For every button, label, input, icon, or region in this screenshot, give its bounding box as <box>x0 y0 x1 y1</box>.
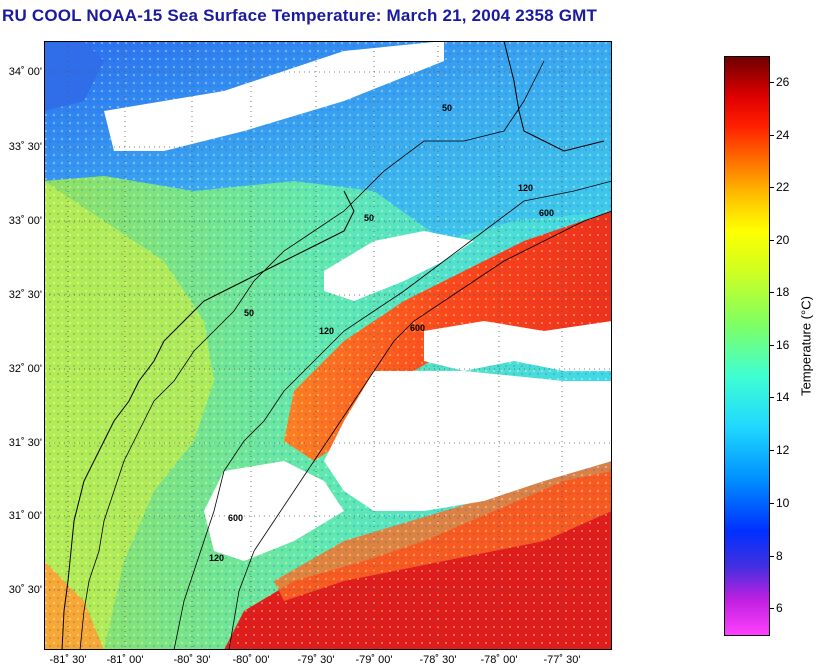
colorbar-tick-14: 14 <box>776 390 790 404</box>
lat-label-30-30: 30˚ 30' <box>8 584 42 596</box>
lat-label-32-30: 32˚ 30' <box>8 289 42 301</box>
lon-label-80-00: -80˚ 00' <box>232 654 270 666</box>
colorbar-tickmark-16 <box>770 345 774 346</box>
colorbar-tick-24: 24 <box>776 128 790 142</box>
cloud-mid <box>324 371 612 511</box>
isobath-label-600-c: 600 <box>228 513 243 523</box>
page-title: RU COOL NOAA-15 Sea Surface Temperature:… <box>2 6 598 25</box>
lat-label-33-00: 33˚ 00' <box>8 215 42 227</box>
lon-label-81-30: -81˚ 30' <box>49 654 87 666</box>
lon-label-77-30: -77˚ 30' <box>543 654 581 666</box>
lat-label-31-30: 31˚ 30' <box>8 437 42 449</box>
isobath-label-120-b: 120 <box>319 326 334 336</box>
colorbar-tick-6: 6 <box>776 601 783 615</box>
colorbar-tickmark-26 <box>770 82 774 83</box>
isobath-label-50-c: 50 <box>244 308 254 318</box>
colorbar-tick-10: 10 <box>776 496 790 510</box>
map-border <box>44 41 612 650</box>
lat-label-33-30: 33˚ 30' <box>8 141 42 153</box>
isobath-label-600-b: 600 <box>410 323 425 333</box>
colorbar-tickmark-20 <box>770 240 774 241</box>
colorbar-tick-22: 22 <box>776 180 790 194</box>
colorbar-tick-20: 20 <box>776 233 790 247</box>
colorbar-gradient <box>725 57 769 635</box>
colorbar-tickmark-14 <box>770 397 774 398</box>
cloud-center <box>324 231 474 301</box>
isobath-600 <box>228 210 612 650</box>
colorbar-tickmark-24 <box>770 135 774 136</box>
colorbar-tickmark-12 <box>770 450 774 451</box>
isobath-label-120-a: 120 <box>518 183 533 193</box>
colorbar-tickmark-8 <box>770 556 774 557</box>
lon-label-78-00: -78˚ 00' <box>480 654 518 666</box>
isobath-120 <box>173 180 612 650</box>
lon-label-78-30: -78˚ 30' <box>419 654 457 666</box>
lat-label-32-00: 32˚ 00' <box>8 363 42 375</box>
lon-label-81-00: -81˚ 00' <box>106 654 144 666</box>
colorbar-tick-8: 8 <box>776 549 783 563</box>
colorbar-tickmark-6 <box>770 608 774 609</box>
colorbar-title: Temperature (°C) <box>798 296 814 396</box>
cloud-south <box>204 461 344 561</box>
cloud-band-east <box>424 321 612 371</box>
lat-label-34-00: 34˚ 00' <box>8 66 42 78</box>
lon-label-79-30: -79˚ 30' <box>297 654 335 666</box>
isobath-label-120-c: 120 <box>209 553 224 563</box>
sst-map[interactable]: 50 50 50 120 120 120 600 600 600 <box>44 41 612 650</box>
lon-label-80-30: -80˚ 30' <box>173 654 211 666</box>
isobath-label-50-a: 50 <box>442 103 452 113</box>
lon-label-79-00: -79˚ 00' <box>355 654 393 666</box>
colorbar <box>724 56 770 636</box>
lat-label-31-00: 31˚ 00' <box>8 510 42 522</box>
colorbar-tick-16: 16 <box>776 338 790 352</box>
isobath-label-600-a: 600 <box>539 208 554 218</box>
colorbar-tickmark-10 <box>770 503 774 504</box>
isobath-label-50-b: 50 <box>364 213 374 223</box>
colorbar-tickmark-18 <box>770 292 774 293</box>
colorbar-tick-18: 18 <box>776 285 790 299</box>
cloud-north <box>104 41 444 151</box>
colorbar-tick-26: 26 <box>776 75 790 89</box>
colorbar-tick-12: 12 <box>776 443 790 457</box>
isobath-50 <box>79 60 545 650</box>
isobath-lines <box>79 60 612 650</box>
land-northwest <box>44 41 104 111</box>
colorbar-tickmark-22 <box>770 187 774 188</box>
coastline <box>61 41 605 650</box>
